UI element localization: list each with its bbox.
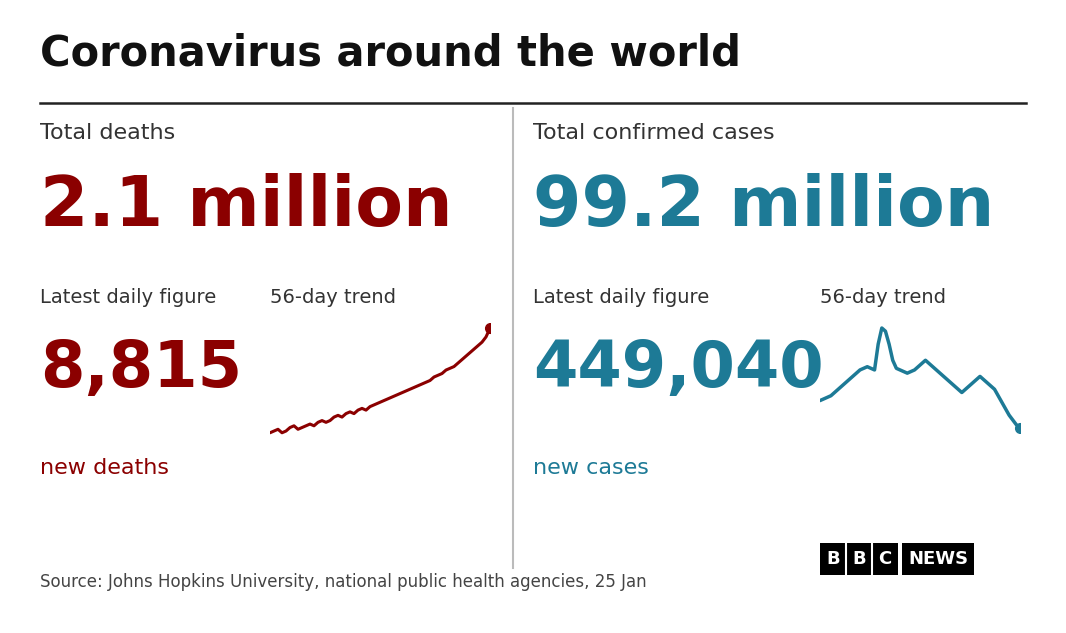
Text: new deaths: new deaths: [41, 458, 169, 478]
Text: Latest daily figure: Latest daily figure: [533, 288, 709, 307]
Text: 56-day trend: 56-day trend: [820, 288, 946, 307]
FancyBboxPatch shape: [902, 543, 974, 575]
Text: 99.2 million: 99.2 million: [533, 173, 995, 240]
Text: NEWS: NEWS: [908, 550, 968, 568]
Text: Total deaths: Total deaths: [41, 123, 175, 143]
Text: B: B: [826, 550, 840, 568]
Text: B: B: [852, 550, 866, 568]
Text: Coronavirus around the world: Coronavirus around the world: [41, 33, 741, 75]
Text: 8,815: 8,815: [41, 338, 242, 400]
Text: Latest daily figure: Latest daily figure: [41, 288, 216, 307]
Text: 449,040: 449,040: [533, 338, 824, 400]
Text: C: C: [878, 550, 891, 568]
Text: Source: Johns Hopkins University, national public health agencies, 25 Jan: Source: Johns Hopkins University, nation…: [41, 573, 647, 591]
Text: Total confirmed cases: Total confirmed cases: [533, 123, 775, 143]
Text: 2.1 million: 2.1 million: [41, 173, 452, 240]
Text: new cases: new cases: [533, 458, 649, 478]
Text: 56-day trend: 56-day trend: [270, 288, 395, 307]
FancyBboxPatch shape: [820, 543, 898, 575]
